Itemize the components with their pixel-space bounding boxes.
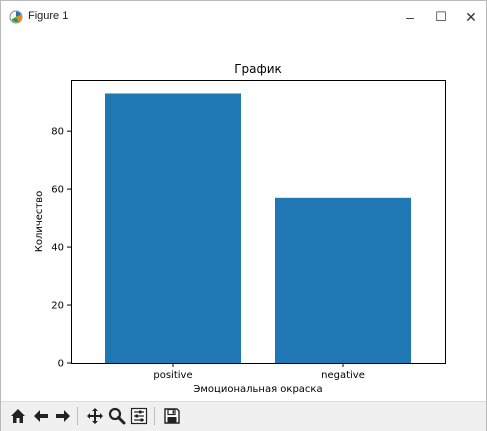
y-tick-label: 80 <box>51 127 64 138</box>
y-tick-label: 60 <box>51 185 64 196</box>
axes-frame <box>71 80 446 364</box>
maximize-icon: ☐ <box>435 9 447 24</box>
window-title: Figure 1 <box>28 10 69 22</box>
save-icon <box>164 408 180 424</box>
zoom-icon <box>108 407 126 425</box>
navigation-toolbar <box>1 401 486 431</box>
bars-group <box>105 93 411 363</box>
zoom-button[interactable] <box>106 405 128 427</box>
x-tick-label: negative <box>321 370 365 381</box>
matplotlib-app-icon <box>9 10 23 24</box>
pan-icon <box>87 408 103 424</box>
maximize-button[interactable]: ☐ <box>426 5 456 29</box>
y-ticks-group: 0 20 40 60 80 <box>51 127 71 370</box>
configure-subplots-icon <box>130 407 148 425</box>
forward-button[interactable] <box>52 405 74 427</box>
close-button[interactable]: ✕ <box>456 5 486 29</box>
save-button[interactable] <box>161 405 183 427</box>
y-tick-label: 40 <box>51 243 64 254</box>
x-ticks-group: positive negative <box>153 363 365 381</box>
minimize-button[interactable]: – <box>395 5 425 29</box>
minimize-icon: – <box>406 9 414 25</box>
toolbar-separator <box>77 407 78 425</box>
configure-subplots-button[interactable] <box>128 405 150 427</box>
back-icon <box>34 410 48 422</box>
back-button[interactable] <box>30 405 52 427</box>
x-tick-label: positive <box>153 370 192 381</box>
y-tick-label: 0 <box>58 359 64 370</box>
y-tick-label: 20 <box>51 301 64 312</box>
bar-negative <box>275 197 411 363</box>
pan-button[interactable] <box>84 405 106 427</box>
bar-positive <box>105 93 241 363</box>
figure-canvas[interactable]: 0 20 40 60 80 positive negative График Эмоцио… <box>2 33 485 400</box>
close-icon: ✕ <box>465 8 477 25</box>
home-button[interactable] <box>7 405 29 427</box>
x-axis-label: Эмоциональная окраска <box>193 384 322 395</box>
toolbar-separator <box>154 407 155 425</box>
forward-icon <box>56 410 70 422</box>
home-icon <box>11 409 25 423</box>
bar-chart: 0 20 40 60 80 positive negative График Эмоцио… <box>34 62 446 395</box>
y-axis-label: Количество <box>34 191 45 253</box>
chart-title: График <box>234 62 282 76</box>
title-bar[interactable]: Figure 1 – ☐ ✕ <box>1 1 486 33</box>
